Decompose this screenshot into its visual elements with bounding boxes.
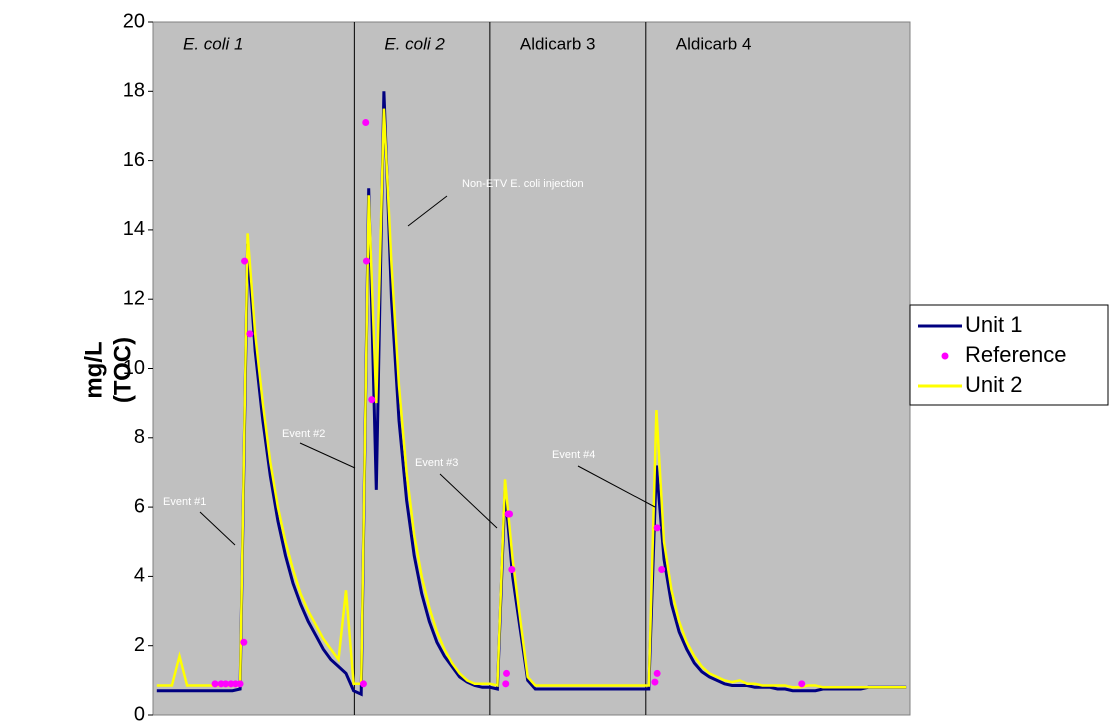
section-label: Aldicarb 4: [676, 34, 752, 53]
reference-point: [241, 257, 249, 265]
y-tick-label: 4: [134, 565, 145, 587]
leader-line: [299, 442, 356, 469]
reference-point: [246, 330, 254, 338]
y-tick-label: 14: [123, 218, 145, 240]
y-tick-label: 0: [134, 703, 145, 725]
y-tick-label: 8: [134, 426, 145, 448]
annotations: Event #1 Event #2 Non-ETV E. coli inject…: [163, 178, 656, 546]
reference-point: [240, 638, 248, 646]
annotation: Event #4: [552, 449, 595, 461]
reference-point: [658, 565, 666, 573]
y-axis-label-line: (TOC): [109, 337, 136, 403]
series-line: [156, 108, 907, 689]
reference-point: [236, 680, 244, 688]
section-label: Aldicarb 3: [520, 34, 596, 53]
annotation: Non-ETV E. coli injection: [462, 178, 584, 190]
reference-point: [653, 669, 661, 677]
reference-point: [368, 396, 376, 404]
y-tick-label: 16: [123, 149, 145, 171]
series-line: [156, 91, 907, 697]
y-tick-label: 2: [134, 634, 145, 656]
legend-swatch: [941, 352, 949, 360]
annotation: Event #1: [163, 496, 206, 508]
leader-line: [199, 511, 236, 546]
y-tick-label: 18: [123, 80, 145, 102]
reference-point: [211, 680, 219, 688]
reference-point: [651, 678, 659, 686]
leader-line: [407, 195, 448, 227]
section-label: E. coli 2: [384, 34, 445, 53]
reference-point: [798, 680, 806, 688]
y-tick-label: 20: [123, 10, 145, 32]
legend-label: Reference: [965, 342, 1067, 367]
plot-area: [152, 21, 911, 716]
section-label: E. coli 1: [183, 34, 243, 53]
reference-point: [359, 680, 367, 688]
reference-point: [508, 565, 516, 573]
y-tick-label: 6: [134, 495, 145, 517]
reference-point: [503, 669, 511, 677]
legend-label: Unit 2: [965, 372, 1022, 397]
y-axis-label: mg/L (TOC): [80, 337, 136, 403]
y-tick-label: 12: [123, 287, 145, 309]
annotation: Event #2: [282, 428, 325, 440]
y-tick-label: 10: [123, 357, 145, 379]
reference-point: [362, 257, 370, 265]
reference-point: [222, 680, 230, 688]
reference-point: [362, 118, 370, 126]
reference-point: [502, 680, 510, 688]
reference-point: [653, 524, 661, 532]
leader-line: [439, 473, 498, 529]
leader-line: [577, 465, 656, 508]
reference-point: [506, 510, 514, 518]
annotation: Event #3: [415, 457, 458, 469]
y-axis-label-line: mg/L: [80, 341, 107, 398]
legend-label: Unit 1: [965, 312, 1022, 337]
